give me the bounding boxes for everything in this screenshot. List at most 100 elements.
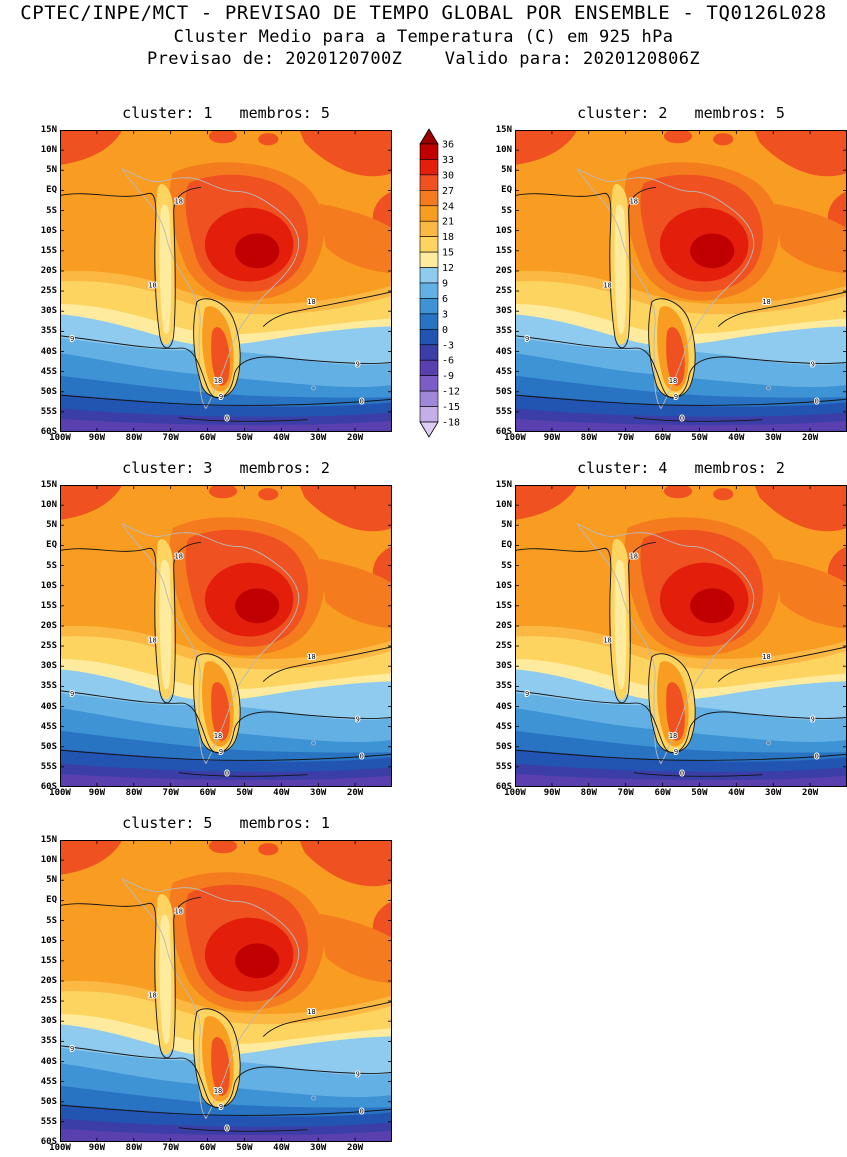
contour-value-labels: 18 18 18 18 9 9 9 0 0: [524, 196, 820, 424]
lat-axis: 15N 10N 5N EQ 5S 10S 15S 20S 25S 30S 35S 40S 45S 50S 5…: [30, 125, 60, 437]
lon-tick-label: 50W: [236, 1143, 253, 1153]
lat-tick-label: 20S: [40, 265, 57, 276]
colorbar-level-label: 21: [442, 217, 454, 228]
page-title: CPTEC/INPE/MCT - PREVISAO DE TEMPO GLOBA…: [20, 2, 827, 24]
colorbar-level-label: 3: [442, 309, 448, 320]
svg-text:18: 18: [629, 552, 637, 561]
colorbar-arrow-top: [419, 128, 439, 145]
lat-tick-label: 30S: [495, 306, 512, 317]
svg-text:0: 0: [360, 751, 364, 760]
panel-title: cluster: 5 membros: 1: [122, 814, 330, 832]
lat-tick-label: 5N: [46, 520, 57, 531]
colorbar-segment: [419, 190, 439, 207]
lat-tick-label: 5S: [46, 915, 57, 926]
lat-tick-label: 10S: [495, 580, 512, 591]
lat-tick-label: 60S: [495, 427, 512, 437]
lat-tick-label: 25S: [40, 641, 57, 652]
panel-map-row: 15N 10N 5N EQ 5S 10S 15S 20S 25S 30S 35S 40S 45S 50S 5…: [485, 480, 847, 792]
lat-tick-label: 35S: [495, 681, 512, 692]
svg-text:0: 0: [225, 1124, 229, 1133]
svg-text:9: 9: [674, 747, 678, 756]
contour-lines: [60, 541, 392, 777]
lat-tick-label: 45S: [495, 366, 512, 377]
lat-tick-label: 60S: [40, 1137, 57, 1147]
svg-text:18: 18: [669, 376, 677, 385]
lat-tick-label: 20S: [40, 975, 57, 986]
lat-tick-label: 5S: [501, 560, 512, 571]
contour-lines: [60, 186, 392, 422]
svg-text:9: 9: [356, 359, 360, 368]
svg-text:9: 9: [70, 1044, 74, 1053]
lat-tick-label: 55S: [40, 406, 57, 417]
svg-text:18: 18: [307, 652, 315, 661]
svg-text:18: 18: [629, 197, 637, 206]
svg-text:0: 0: [680, 769, 684, 778]
colorbar-segment: [419, 159, 439, 176]
lon-tick-label: 30W: [310, 433, 327, 443]
coastline: [121, 877, 316, 1120]
colorbar-level-label: 27: [442, 186, 454, 197]
lat-tick-label: 55S: [40, 761, 57, 772]
colorbar-segment: [419, 174, 439, 191]
colorbar-segment: [419, 251, 439, 268]
lat-tick-label: 30S: [40, 306, 57, 317]
svg-text:18: 18: [307, 1007, 315, 1016]
svg-text:9: 9: [811, 359, 815, 368]
svg-text:18: 18: [148, 281, 156, 290]
svg-text:9: 9: [70, 334, 74, 343]
panel-title: cluster: 2 membros: 5: [577, 104, 785, 122]
lon-tick-label: 100W: [49, 1143, 71, 1153]
colorbar-level-label: 30: [442, 170, 454, 181]
lat-tick-label: 15N: [40, 125, 57, 135]
lat-tick-label: 45S: [495, 721, 512, 732]
lon-tick-label: 60W: [199, 433, 216, 443]
coastline: [576, 522, 771, 765]
lat-tick-label: 25S: [495, 286, 512, 297]
lat-tick-label: 40S: [495, 701, 512, 712]
lon-tick-label: 20W: [346, 788, 364, 798]
lon-tick-label: 90W: [543, 433, 561, 443]
temperature-map-box: 18 18 18 18 9 9 9 0 0: [515, 130, 847, 432]
colorbar-segment: [419, 406, 439, 423]
coastline: [121, 167, 316, 410]
lat-tick-label: 55S: [40, 1116, 57, 1127]
lat-tick-label: 45S: [40, 1076, 57, 1087]
lon-tick-label: 90W: [88, 1143, 106, 1153]
temperature-contour-map: 18 18 18 18 9 9 9 0 0: [515, 130, 847, 432]
temperature-map-box: 18 18 18 18 9 9 9 0 0: [60, 840, 392, 1142]
svg-text:18: 18: [762, 652, 770, 661]
contour-lines: [60, 896, 392, 1132]
lat-tick-label: 5N: [501, 165, 512, 176]
colorbar-level-label: 6: [442, 294, 448, 305]
contour-value-labels: 18 18 18 18 9 9 9 0 0: [69, 551, 365, 779]
temperature-fill-layers: [60, 485, 392, 787]
lat-axis: 15N 10N 5N EQ 5S 10S 15S 20S 25S 30S 35S 40S 45S 50S 5…: [30, 835, 60, 1147]
colorbar-level-label: 36: [442, 140, 454, 151]
forecast-times: Previsao de: 2020120700Z Valido para: 20…: [146, 49, 700, 69]
header: CPTEC/INPE/MCT - PREVISAO DE TEMPO GLOBA…: [0, 0, 847, 69]
lon-axis: 100W 90W 80W 70W 60W 50W 40W 30W 20W: [485, 433, 847, 447]
lat-tick-label: 5S: [46, 205, 57, 216]
svg-text:0: 0: [680, 414, 684, 423]
svg-text:0: 0: [360, 1106, 364, 1115]
cluster-panel-1: cluster: 1 membros: 5 15N 10N 5N EQ 5S 10S 15S…: [30, 100, 392, 447]
lat-tick-label: 20S: [495, 620, 512, 631]
lat-tick-label: 10S: [40, 935, 57, 946]
svg-text:18: 18: [214, 1086, 222, 1095]
lat-tick-label: 10N: [40, 855, 57, 866]
lon-tick-label: 80W: [580, 433, 597, 443]
lon-tick-label: 80W: [125, 433, 142, 443]
cluster-panel-3: cluster: 3 membros: 2 15N 10N 5N EQ 5S 10S 15S…: [30, 455, 392, 802]
lon-tick-label: 40W: [273, 788, 290, 798]
svg-text:9: 9: [219, 392, 223, 401]
contour-value-labels: 18 18 18 18 9 9 9 0 0: [69, 196, 365, 424]
lon-tick-label: 60W: [654, 788, 671, 798]
colorbar: 36 33 30 27 24 21 18 15 12 9 6 3 0 -3 -6 -9 -12 -15 -18: [419, 128, 467, 438]
lon-tick-label: 40W: [728, 788, 745, 798]
contour-value-labels: 18 18 18 18 9 9 9 0 0: [524, 551, 820, 779]
temperature-map-box: 18 18 18 18 9 9 9 0 0: [515, 485, 847, 787]
lat-tick-label: 15S: [40, 955, 57, 966]
svg-text:9: 9: [70, 689, 74, 698]
